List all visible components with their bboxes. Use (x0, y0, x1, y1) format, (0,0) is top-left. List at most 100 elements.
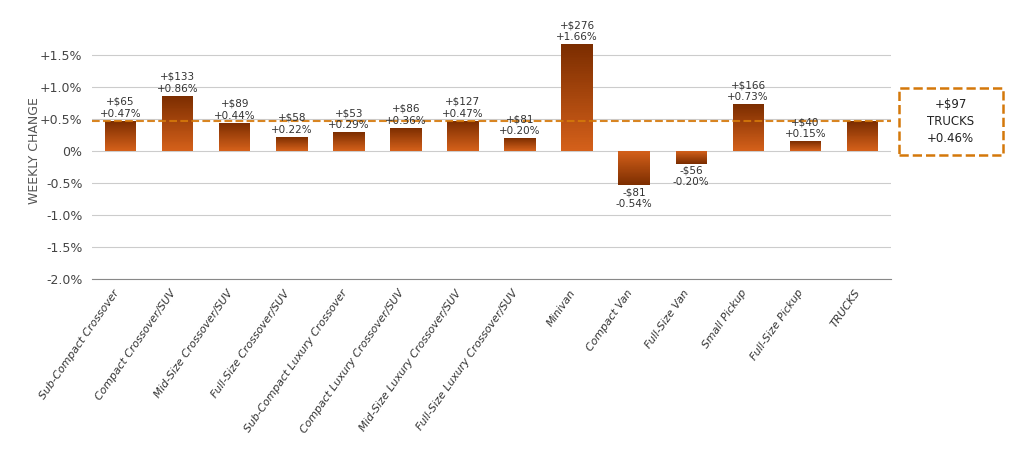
Bar (162, 113, 194, 114)
Bar (847, 140, 878, 141)
Bar (219, 126, 251, 127)
Bar (447, 132, 478, 133)
Bar (732, 146, 764, 147)
Text: +$81
+0.20%: +$81 +0.20% (500, 114, 541, 136)
Bar (732, 138, 764, 139)
Bar (105, 147, 136, 148)
Bar (105, 143, 136, 144)
Bar (561, 117, 593, 119)
Bar (447, 133, 478, 134)
Bar (618, 158, 650, 159)
Bar (561, 46, 593, 48)
Bar (618, 179, 650, 180)
Text: +$65
+0.47%: +$65 +0.47% (100, 97, 141, 119)
Bar (847, 149, 878, 150)
Bar (219, 130, 251, 131)
Bar (847, 145, 878, 146)
Text: +$127
+0.47%: +$127 +0.47% (442, 97, 483, 119)
Bar (732, 134, 764, 135)
Bar (847, 125, 878, 126)
Bar (162, 110, 194, 111)
Bar (219, 133, 251, 134)
Bar (162, 130, 194, 131)
Bar (162, 104, 194, 105)
Bar (561, 140, 593, 142)
Bar (105, 121, 136, 122)
Text: +$133
+0.86%: +$133 +0.86% (157, 72, 199, 94)
Bar (561, 68, 593, 69)
Bar (561, 92, 593, 94)
Bar (162, 146, 194, 147)
Bar (105, 142, 136, 143)
Bar (732, 106, 764, 107)
Bar (162, 143, 194, 144)
Text: +$97
TRUCKS
+0.46%: +$97 TRUCKS +0.46% (927, 98, 975, 145)
Bar (732, 148, 764, 149)
Bar (618, 178, 650, 179)
Bar (447, 140, 478, 141)
Bar (847, 136, 878, 137)
Bar (561, 115, 593, 117)
Bar (847, 134, 878, 135)
Bar (219, 128, 251, 129)
Bar (561, 126, 593, 128)
Bar (561, 103, 593, 104)
Bar (732, 141, 764, 142)
Bar (447, 135, 478, 136)
Bar (618, 177, 650, 178)
Bar (561, 131, 593, 133)
Bar (162, 111, 194, 112)
Bar (561, 135, 593, 136)
Bar (219, 129, 251, 130)
Bar (219, 137, 251, 138)
Bar (561, 85, 593, 87)
Text: +$53
+0.29%: +$53 +0.29% (328, 108, 370, 130)
Bar (618, 182, 650, 183)
Bar (847, 130, 878, 131)
Bar (732, 131, 764, 132)
Bar (447, 129, 478, 130)
Bar (561, 78, 593, 80)
Bar (732, 114, 764, 115)
Bar (219, 146, 251, 147)
Bar (732, 121, 764, 122)
Bar (618, 173, 650, 174)
Bar (447, 138, 478, 139)
Bar (732, 118, 764, 119)
Bar (561, 124, 593, 126)
Bar (561, 113, 593, 115)
Bar (219, 139, 251, 140)
Bar (561, 112, 593, 113)
Y-axis label: WEEKLY CHANGE: WEEKLY CHANGE (28, 97, 41, 204)
Bar (561, 58, 593, 60)
Bar (162, 106, 194, 107)
Bar (105, 133, 136, 134)
Bar (447, 128, 478, 129)
Bar (447, 122, 478, 123)
Bar (219, 150, 251, 151)
Bar (162, 132, 194, 133)
Bar (732, 108, 764, 109)
Bar (847, 135, 878, 136)
Bar (162, 103, 194, 104)
Bar (162, 129, 194, 130)
Bar (732, 142, 764, 143)
Bar (105, 127, 136, 128)
Bar (732, 107, 764, 108)
Bar (732, 117, 764, 118)
Bar (618, 165, 650, 166)
Bar (618, 171, 650, 172)
Bar (162, 102, 194, 103)
Bar (847, 150, 878, 151)
Bar (732, 104, 764, 105)
Bar (561, 98, 593, 99)
Bar (732, 150, 764, 151)
Bar (561, 101, 593, 103)
Bar (561, 133, 593, 135)
Text: +$166
+0.73%: +$166 +0.73% (727, 80, 769, 102)
Bar (618, 155, 650, 156)
Bar (732, 126, 764, 127)
Bar (447, 146, 478, 147)
Bar (162, 101, 194, 102)
Bar (561, 147, 593, 149)
